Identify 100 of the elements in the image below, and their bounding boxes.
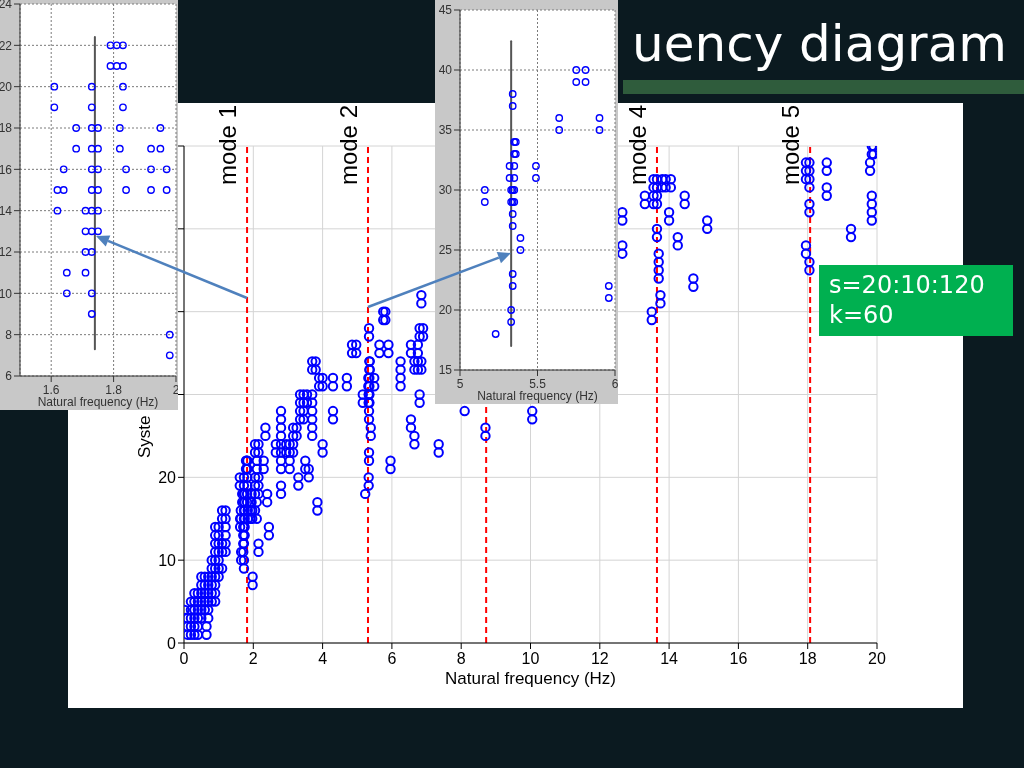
point [505,174,514,182]
ref-line-label: mode 4 [623,105,651,186]
point [81,268,90,277]
annotation: k=60 [829,300,895,330]
annotation: s=20:10:120 [829,270,986,300]
point [87,227,96,236]
point [508,90,517,98]
point [87,310,96,318]
point [94,124,102,132]
point [507,318,516,326]
point [532,174,540,182]
point [147,165,155,174]
x-tick-label: 1.6 [42,382,60,397]
point [94,227,102,236]
point [508,282,517,290]
x-tick-label: 20 [868,649,886,667]
point [94,186,102,194]
point [510,174,519,182]
y-tick-label: 14 [0,203,13,218]
point [81,227,90,236]
y-tick-label: 40 [438,63,453,78]
point [81,206,90,215]
x-tick-label: 10 [521,649,540,667]
point [53,186,62,194]
point [62,289,71,298]
x-tick-label: 5 [456,376,464,391]
point [115,144,124,153]
point [106,62,115,70]
point [604,282,613,290]
point [508,270,517,278]
point [162,165,171,174]
x-tick-label: 6 [611,376,619,391]
point [112,62,121,70]
point [106,41,115,50]
y-tick-label: 20 [438,303,453,318]
x-tick-label: 8 [456,649,466,667]
x-tick-label: 4 [318,649,328,667]
point [532,162,540,170]
y-tick-label: 18 [0,121,13,136]
point [87,82,96,91]
point [87,289,96,298]
point [53,206,62,215]
x-tick-label: 18 [798,649,817,667]
point [122,186,130,194]
y-tick-label: 22 [0,38,13,53]
point [87,186,96,194]
point [165,351,174,360]
point [156,144,165,153]
point [162,186,171,194]
point [508,210,517,218]
x-axis-title: Natural frequency (Hz) [477,389,598,403]
ref-line-label: mode 5 [777,105,805,186]
point [555,126,564,134]
x-tick-label: 6 [387,649,397,667]
point [72,144,81,153]
point [87,144,96,153]
y-tick-label: 20 [158,468,177,486]
x-tick-label: 16 [729,649,748,667]
point [112,41,121,50]
point [119,41,127,50]
x-axis-title: Natural frequency (Hz) [37,395,159,409]
point [119,103,127,112]
point [510,198,519,206]
point [491,330,500,338]
point [81,248,90,256]
y-axis-title: Syste [135,415,154,459]
x-tick-label: 1.8 [105,382,123,397]
point [87,206,96,215]
point [581,78,590,86]
y-tick-label: 10 [158,551,177,569]
point [87,103,96,112]
point [59,165,68,174]
y-tick-label: 35 [438,123,453,138]
ref-line-label: mode 1 [214,105,242,186]
x-tick-label: 0 [179,649,189,667]
ref-line-label: mode 2 [334,105,362,186]
x-tick-label: 2 [172,382,180,397]
point [87,165,96,174]
y-tick-label: 8 [5,327,13,342]
chart-title: uency diagram [632,14,1008,74]
x-tick-label: 12 [590,649,609,667]
point [156,124,165,132]
point [50,82,59,91]
point [147,144,155,153]
point [62,268,71,277]
point [516,234,525,242]
point [87,248,96,256]
point [122,165,130,174]
point [94,144,102,153]
point [94,206,102,215]
y-tick-label: 15 [438,363,453,378]
point [510,162,519,170]
point [508,222,517,230]
point [555,114,564,122]
point [507,306,516,314]
y-tick-label: 20 [0,79,13,94]
point [572,78,581,86]
point [165,330,174,339]
y-tick-label: 24 [0,0,13,12]
point [119,82,127,91]
